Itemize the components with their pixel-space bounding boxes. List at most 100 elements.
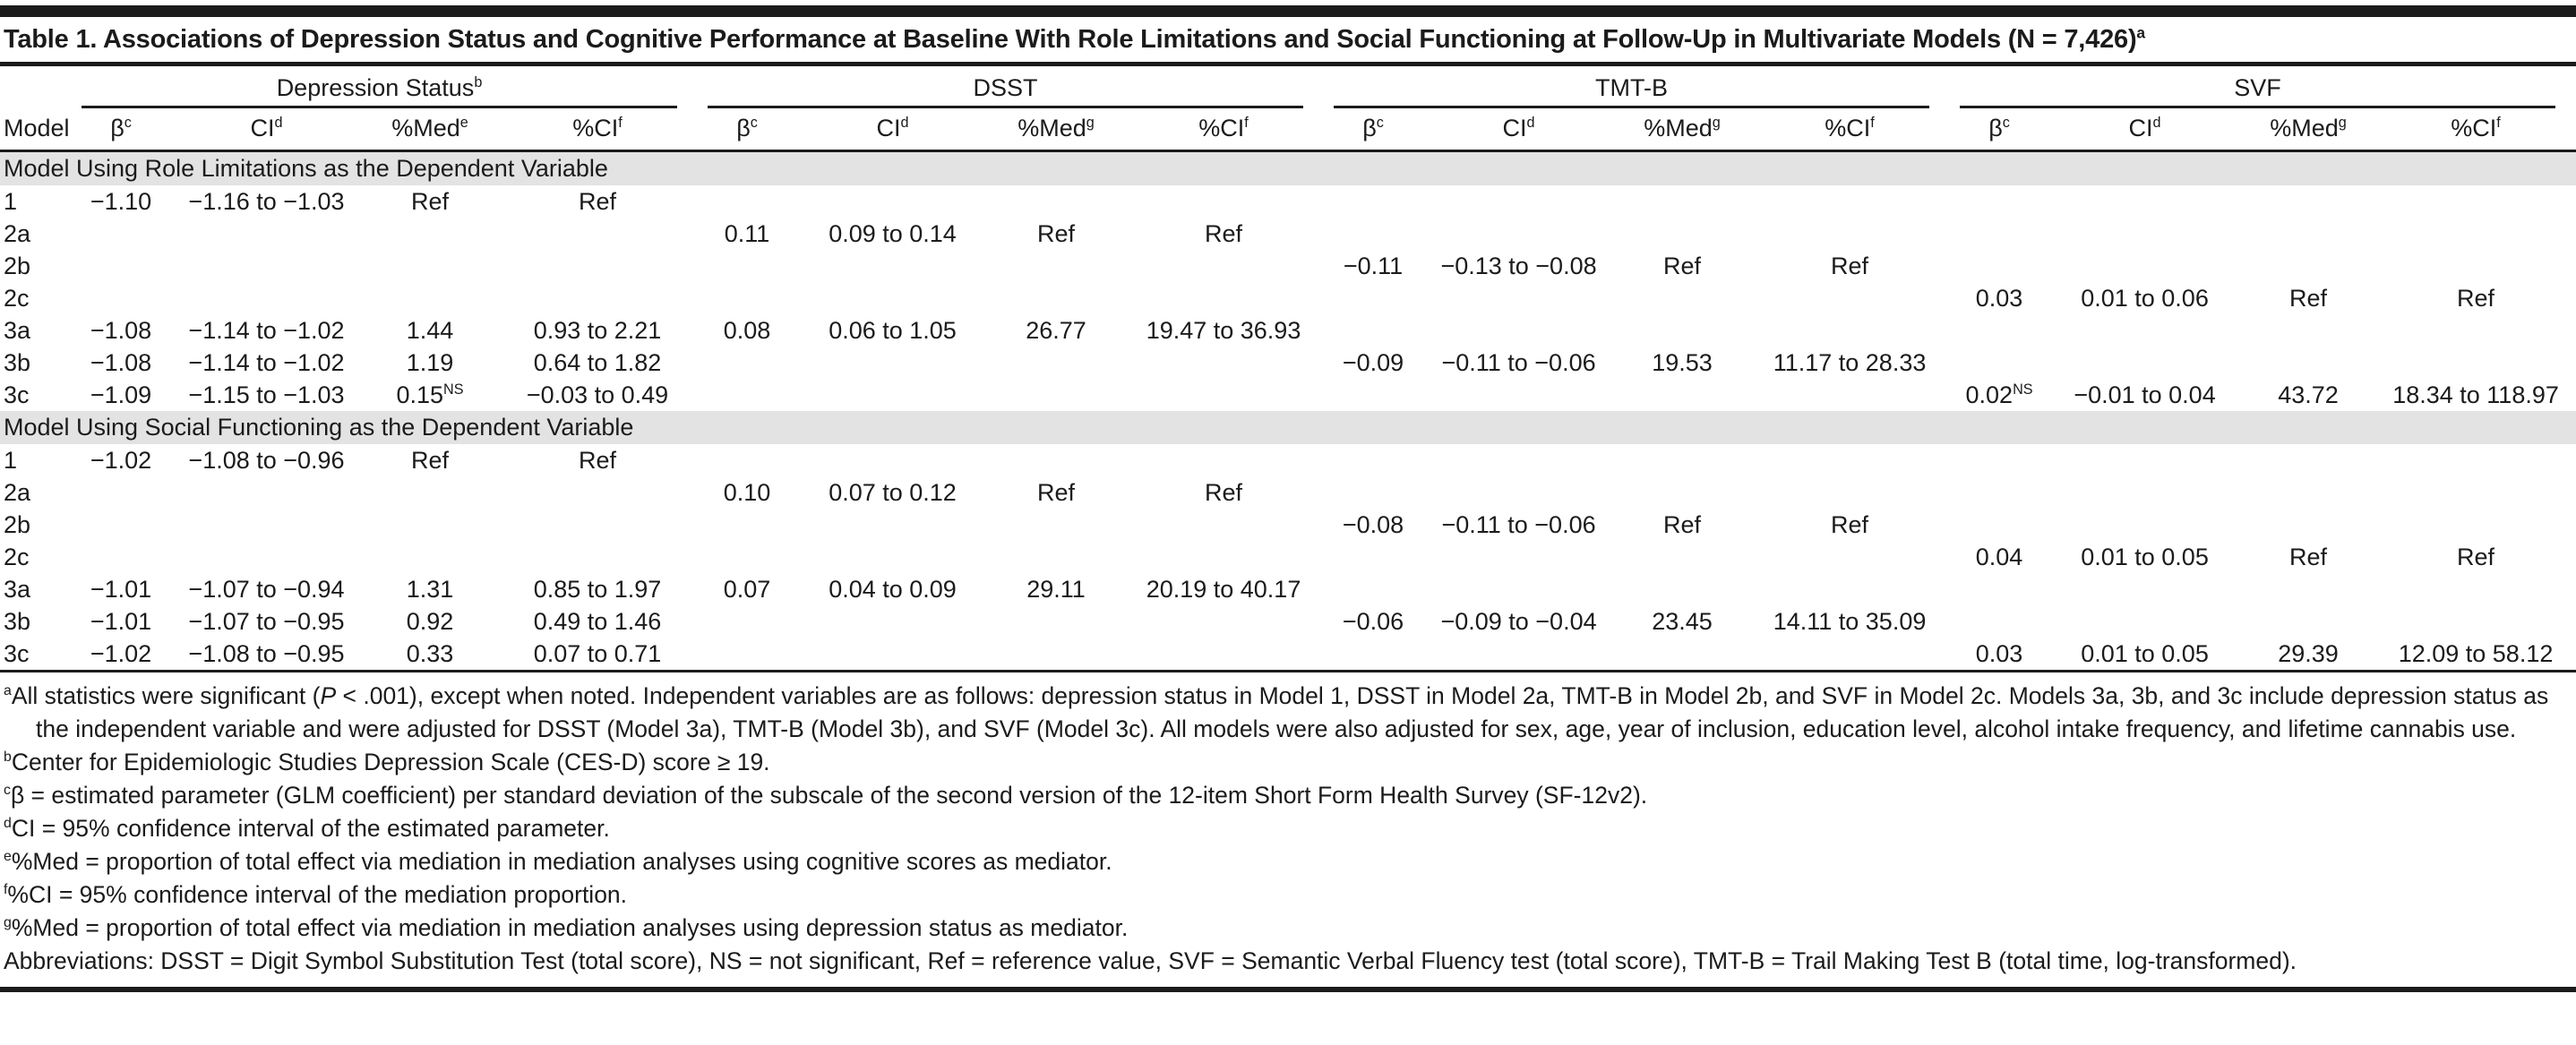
column-header: βc (1950, 109, 2049, 152)
value-cell (1615, 638, 1749, 670)
value-cell (1422, 444, 1615, 476)
model-cell: 2b (4, 252, 31, 279)
column-header: %Mede (363, 109, 497, 152)
value-cell (363, 541, 497, 573)
model-cell: 2a (4, 478, 31, 506)
value-cell (497, 282, 698, 314)
value-cell (1749, 314, 1950, 347)
table-row: 2c 0.04 0.01 to 0.05 Ref Ref (0, 541, 2576, 573)
footnote: bCenter for Epidemiologic Studies Depres… (4, 749, 770, 775)
value-cell: 0.07 to 0.71 (533, 639, 662, 667)
value-cell (2375, 605, 2576, 638)
column-header: βc (1324, 109, 1423, 152)
value-cell: −0.11 (1343, 252, 1404, 279)
value-cell (1324, 185, 1422, 218)
value-cell (796, 638, 989, 670)
table-row: 3c −1.09 −1.15 to −1.03 0.15NS −0.03 to 0.49… (0, 379, 2576, 411)
section-header-row: Model Using Social Functioning as the De… (0, 411, 2576, 444)
value-cell: −0.13 to −0.08 (1440, 252, 1597, 279)
value-cell (1123, 605, 1324, 638)
value-cell (1950, 347, 2048, 379)
value-cell (2375, 509, 2576, 541)
value-cell: 43.72 (2278, 381, 2339, 408)
value-cell (170, 509, 363, 541)
column-group-label: DSST (708, 74, 1304, 108)
column-header: %Medg (989, 109, 1124, 152)
footnote: aAll statistics were significant (P < .0… (4, 682, 2549, 742)
value-cell: 29.39 (2278, 639, 2339, 667)
value-cell (2241, 573, 2375, 605)
value-cell (2241, 185, 2375, 218)
value-cell: 29.11 (1026, 575, 1086, 603)
value-cell (2241, 347, 2375, 379)
footnote: dCI = 95% confidence interval of the est… (4, 815, 610, 842)
value-cell: 0.15NS (396, 381, 464, 408)
value-cell: −1.08 (90, 316, 152, 344)
value-cell (989, 250, 1123, 282)
value-cell: 1.19 (406, 348, 454, 376)
value-cell (170, 476, 363, 509)
value-cell (2048, 347, 2241, 379)
value-cell (2048, 573, 2241, 605)
model-cell: 2b (4, 510, 31, 538)
value-cell: 1.44 (406, 316, 454, 344)
value-cell: −1.14 to −1.02 (188, 348, 345, 376)
value-cell (1422, 541, 1615, 573)
value-cell (1950, 218, 2048, 250)
value-cell: 1.31 (406, 575, 454, 603)
value-cell: Ref (1663, 510, 1702, 538)
value-cell (2375, 314, 2576, 347)
value-cell: 0.49 to 1.46 (533, 607, 662, 635)
value-cell: 0.10 (723, 478, 771, 506)
value-cell: −0.06 (1342, 607, 1404, 635)
value-cell: 0.08 (723, 316, 771, 344)
section-header-label: Model Using Role Limitations as the Depe… (0, 150, 2576, 185)
model-cell: 3b (4, 607, 31, 635)
value-cell (1950, 605, 2048, 638)
value-cell (2375, 347, 2576, 379)
value-cell: 14.11 to 35.09 (1773, 607, 1927, 635)
column-header: CId (170, 109, 363, 152)
value-cell (1123, 638, 1324, 670)
value-cell: 0.85 to 1.97 (533, 575, 662, 603)
column-group-depression-status: Depression Statusb (72, 66, 698, 109)
value-cell: −1.08 (90, 348, 152, 376)
value-cell: −1.09 (90, 381, 152, 408)
value-cell (72, 476, 170, 509)
value-cell (1749, 638, 1950, 670)
model-cell: 1 (4, 446, 18, 474)
column-header: %CIf (2375, 109, 2576, 152)
value-cell (1422, 218, 1615, 250)
value-cell: −0.11 to −0.06 (1441, 348, 1596, 376)
model-cell: 3b (4, 348, 31, 376)
value-cell: Ref (2457, 284, 2495, 312)
value-cell (1615, 476, 1749, 509)
value-cell (2375, 218, 2576, 250)
value-cell: −0.11 to −0.06 (1441, 510, 1596, 538)
table-row: 2b −0.11 −0.13 to −0.08 Ref Ref (0, 250, 2576, 282)
value-cell (72, 250, 170, 282)
value-cell: −1.01 (90, 575, 152, 603)
value-cell: −1.02 (90, 639, 152, 667)
value-cell: 0.11 (724, 219, 770, 247)
value-cell (1749, 444, 1950, 476)
value-cell (1615, 314, 1749, 347)
value-cell (1950, 185, 2048, 218)
value-cell (2048, 185, 2241, 218)
column-header: CId (2048, 109, 2242, 152)
value-cell (1422, 185, 1615, 218)
table-row: 1 −1.02 −1.08 to −0.96 Ref Ref (0, 444, 2576, 476)
value-cell (2048, 218, 2241, 250)
value-cell (1123, 444, 1324, 476)
column-group-row: Depression Statusb DSST TMT-B SVF (0, 66, 2576, 109)
table-top-rule (0, 5, 2576, 17)
value-cell: 18.34 to 118.97 (2392, 381, 2559, 408)
section-header-label: Model Using Social Functioning as the De… (0, 411, 2576, 444)
value-cell (1422, 314, 1615, 347)
value-cell: −1.02 (90, 446, 152, 474)
value-cell (989, 185, 1123, 218)
value-cell (2375, 573, 2576, 605)
value-cell: −1.14 to −1.02 (188, 316, 345, 344)
table-body: Model Using Role Limitations as the Depe… (0, 150, 2576, 671)
value-cell (1749, 573, 1950, 605)
